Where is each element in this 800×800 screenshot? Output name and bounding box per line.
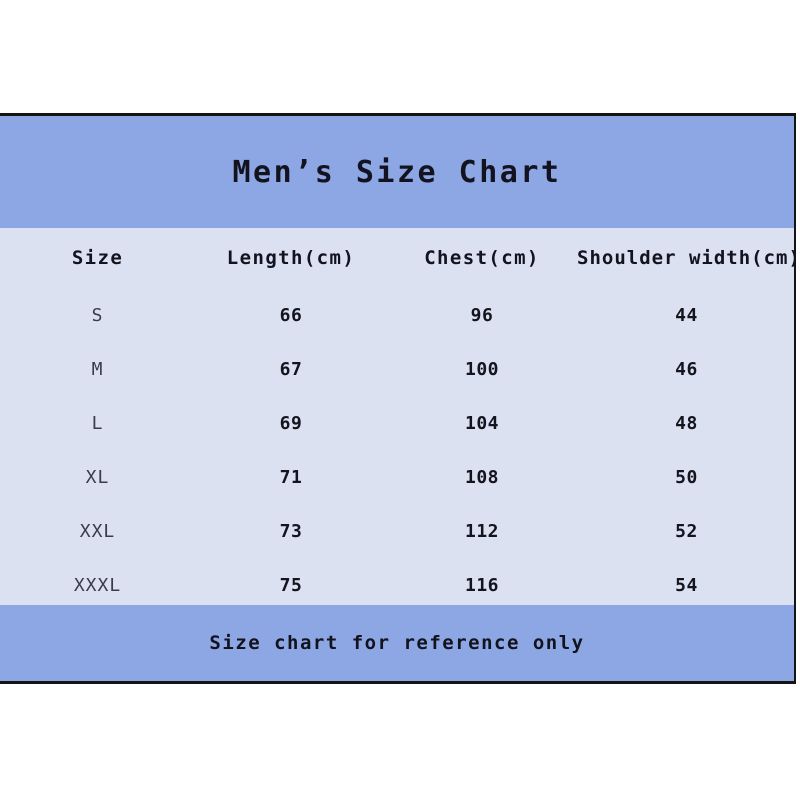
- cell-chest: 108: [464, 466, 499, 488]
- cell-shoulder: 46: [675, 358, 698, 380]
- cell-shoulder: 54: [675, 574, 698, 596]
- table-header-row: Size Length(cm) Chest(cm) Shoulder width…: [0, 228, 796, 288]
- title-banner: Men’s Size Chart: [0, 116, 794, 228]
- column-header-length: Length(cm): [226, 247, 356, 269]
- table-row: XXL 73 112 52: [0, 504, 794, 558]
- page-title: Men’s Size Chart: [232, 154, 562, 190]
- disclaimer-text: Size chart for reference only: [209, 632, 585, 654]
- cell-size: XXXL: [73, 574, 122, 596]
- cell-length: 71: [279, 466, 303, 488]
- cell-size: XXL: [79, 520, 116, 542]
- table-header: Size Length(cm) Chest(cm) Shoulder width…: [0, 228, 796, 288]
- table-row: S 66 96 44: [0, 288, 794, 342]
- cell-size: S: [91, 304, 104, 326]
- cell-shoulder: 50: [675, 466, 698, 488]
- cell-length: 73: [279, 520, 303, 542]
- column-header-size: Size: [71, 247, 124, 269]
- footer-banner: Size chart for reference only: [0, 605, 794, 681]
- cell-shoulder: 44: [675, 304, 698, 326]
- cell-shoulder: 52: [675, 520, 698, 542]
- cell-size: M: [91, 358, 104, 380]
- cell-size: XL: [85, 466, 110, 488]
- cell-length: 66: [279, 304, 303, 326]
- cell-chest: 100: [464, 358, 499, 380]
- cell-chest: 96: [470, 304, 494, 326]
- cell-chest: 116: [464, 574, 499, 596]
- column-header-chest: Chest(cm): [424, 247, 540, 269]
- table-row: L 69 104 48: [0, 396, 794, 450]
- cell-size: L: [91, 412, 104, 434]
- table-row: XL 71 108 50: [0, 450, 794, 504]
- column-header-shoulder-width: Shoulder width(cm): [577, 247, 796, 269]
- table-row: M 67 100 46: [0, 342, 794, 396]
- size-table: Size Length(cm) Chest(cm) Shoulder width…: [0, 228, 796, 612]
- table-body: S 66 96 44 M 67 100 46 L 69 104: [0, 288, 794, 612]
- cell-length: 75: [279, 574, 303, 596]
- cell-chest: 104: [464, 412, 499, 434]
- table-row: XXXL 75 116 54: [0, 558, 794, 612]
- cell-length: 69: [279, 412, 303, 434]
- size-table-container: Size Length(cm) Chest(cm) Shoulder width…: [0, 228, 794, 611]
- cell-shoulder: 48: [675, 412, 698, 434]
- cell-length: 67: [279, 358, 303, 380]
- cell-chest: 112: [464, 520, 499, 542]
- size-chart-card: Men’s Size Chart Size Length(cm) Chest(c…: [0, 113, 796, 684]
